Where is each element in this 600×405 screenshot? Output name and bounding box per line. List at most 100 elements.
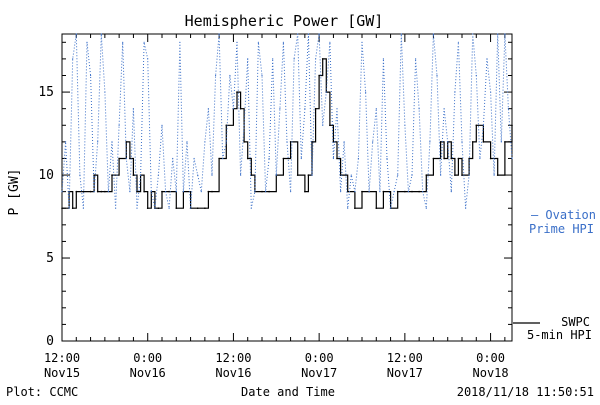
ovation-point [232, 108, 234, 110]
swpc-point [89, 190, 92, 193]
ovation-point [511, 157, 513, 160]
ovation-point [229, 74, 231, 77]
ovation-point [75, 33, 77, 35]
ovation-point [379, 191, 381, 193]
swpc-point [100, 190, 103, 193]
swpc-point [246, 157, 249, 160]
swpc-point [268, 190, 270, 193]
ovation-point [222, 157, 224, 160]
ovation-point [479, 157, 481, 160]
ovation-point [311, 174, 313, 176]
ovation-point [93, 191, 95, 193]
swpc-point [450, 157, 453, 160]
ovation-point [461, 141, 463, 143]
ovation-point [82, 207, 84, 209]
ovation-point [490, 91, 492, 93]
swpc-point [71, 207, 74, 209]
plot-frame [61, 33, 513, 342]
legend-ovation-sublabel: Prime HPI [529, 222, 594, 236]
ovation-point [443, 108, 445, 110]
ovation-point [354, 191, 356, 193]
ovation-point [325, 91, 327, 93]
ovation-point [132, 108, 134, 110]
ovation-point [161, 124, 163, 126]
x-tick-label-date: Nov17 [387, 366, 423, 380]
ovation-point [197, 174, 199, 176]
ovation-point [290, 191, 292, 193]
y-tick-label: 10 [38, 168, 54, 183]
ovation-point [372, 141, 374, 143]
ovation-point [365, 91, 367, 93]
swpc-point [411, 190, 413, 193]
ovation-point [143, 41, 145, 43]
swpc-point [104, 190, 106, 193]
ovation-point [497, 33, 499, 35]
ovation-point [193, 157, 195, 160]
ovation-point [425, 207, 427, 209]
swpc-point [468, 157, 470, 160]
ovation-point [382, 58, 384, 60]
ovation-point [168, 207, 170, 209]
swpc-point [321, 58, 324, 60]
swpc-point [382, 190, 385, 193]
swpc-point [282, 157, 285, 160]
ovation-line [61, 33, 513, 209]
ovation-point [236, 41, 238, 43]
swpc-point [475, 124, 478, 127]
swpc-point [111, 174, 113, 176]
ovation-point [504, 33, 506, 35]
ovation-point [65, 141, 67, 143]
ovation-point [257, 41, 259, 43]
swpc-point [396, 190, 399, 193]
ovation-point [422, 191, 424, 193]
swpc-point [175, 207, 178, 209]
ovation-point [115, 207, 117, 209]
chart-title: Hemispheric Power [GW] [185, 12, 384, 30]
ovation-point [400, 33, 402, 35]
ovation-point [468, 174, 470, 176]
ovation-point [404, 124, 406, 126]
swpc-point [61, 207, 63, 209]
ovation-point [172, 157, 174, 160]
ovation-point [407, 191, 409, 193]
ovation-point [90, 74, 92, 77]
swpc-point [471, 141, 474, 143]
swpc-point [329, 124, 331, 127]
ovation-point [368, 191, 370, 193]
ovation-point [493, 174, 495, 176]
ovation-point [482, 124, 484, 126]
x-tick-label-time: 12:00 [44, 351, 80, 365]
ovation-point [147, 58, 149, 60]
x-axis-label: Date and Time [241, 385, 335, 399]
series-layer [61, 33, 513, 209]
swpc-point [511, 124, 513, 127]
swpc-point [204, 207, 206, 209]
ovation-point [507, 108, 509, 110]
ovation-point [279, 108, 281, 110]
swpc-point [307, 174, 310, 176]
swpc-point [236, 91, 238, 93]
swpc-point [118, 157, 120, 160]
x-tick-label-time: 12:00 [387, 351, 423, 365]
swpc-point [93, 174, 95, 176]
ovation-point [304, 108, 306, 110]
ovation-point [243, 124, 245, 126]
ovation-point [336, 108, 338, 110]
ovation-point [104, 91, 106, 93]
ovation-point [250, 207, 252, 209]
swpc-point [496, 174, 499, 176]
swpc-point [96, 190, 99, 193]
ovation-point [415, 58, 417, 60]
ovation-point [322, 124, 324, 126]
swpc-point [454, 174, 456, 176]
swpc-point [261, 190, 263, 193]
swpc-point [439, 141, 442, 143]
ovation-point [240, 174, 242, 176]
footer-plot-credit: Plot: CCMC [6, 385, 78, 399]
swpc-point [218, 157, 220, 160]
ovation-point [207, 108, 209, 110]
swpc-line [62, 58, 513, 209]
swpc-point [132, 174, 135, 176]
